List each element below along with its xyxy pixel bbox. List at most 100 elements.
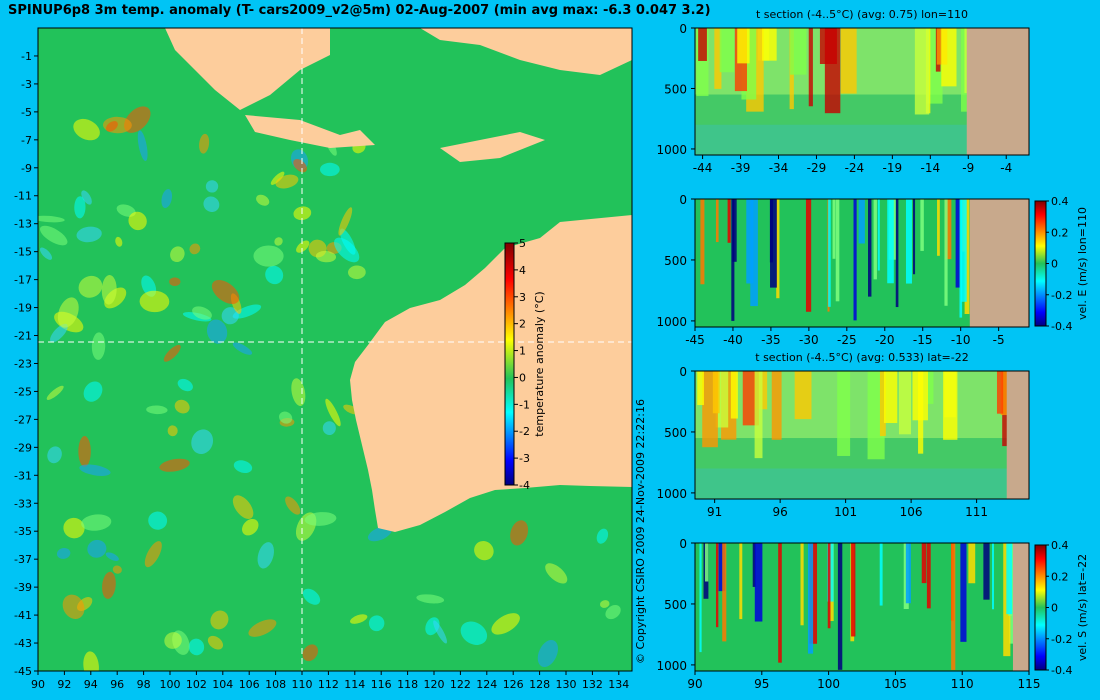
section-y-tick-label: 0 <box>679 193 687 207</box>
section-stripe <box>927 371 934 404</box>
section-stripe <box>762 28 777 61</box>
map-y-tick-label: -11 <box>14 190 32 203</box>
section-x-tick-label: -15 <box>913 333 933 347</box>
section-frame <box>694 370 1030 500</box>
anomaly-blob <box>302 644 319 662</box>
map-colorbar-label: temperature anomaly (°C) <box>533 291 546 436</box>
section-x-tick-label: -19 <box>883 161 903 175</box>
anomaly-blob <box>116 204 136 217</box>
section-x-tick-label: -34 <box>769 161 789 175</box>
map-y-tick-label: -1 <box>21 50 32 63</box>
section-x-tick-label: 106 <box>900 505 923 519</box>
section-y-tick-label: 0 <box>679 537 687 551</box>
anomaly-blob <box>285 496 301 515</box>
section-colorbar-tick-label: 0.2 <box>1051 570 1069 583</box>
map-x-tick-label: 112 <box>318 678 339 691</box>
anomaly-blob <box>189 243 201 255</box>
map-y-tick-label: -21 <box>14 330 32 343</box>
anomaly-blob <box>274 237 283 246</box>
section-stripe <box>887 199 894 284</box>
section-stripe <box>771 371 782 440</box>
anomaly-blob <box>233 460 253 473</box>
section-panel-u-lon: -45 -40 -35 -30 -25 -20 -15 -10 -5 0 500 1000 0.4 0.2… <box>656 193 1089 347</box>
section-stripe <box>835 199 840 302</box>
map-land <box>165 28 632 532</box>
anomaly-blob <box>199 133 210 154</box>
anomaly-blob <box>47 446 62 464</box>
section-stripe <box>808 28 813 107</box>
map-x-ticks: 90 92 94 96 98 100 102 104 106 108 110 112 114 116 118… <box>31 671 629 691</box>
anomaly-blob <box>139 290 170 313</box>
anomaly-blob <box>296 240 310 253</box>
anomaly-blob <box>474 541 494 561</box>
anomaly-blob <box>270 171 285 185</box>
section-stripe <box>770 199 777 288</box>
anomaly-blob <box>433 620 447 644</box>
anomaly-blob <box>177 378 193 392</box>
section-stripe <box>943 371 958 440</box>
section-x-tick-label: -30 <box>799 333 819 347</box>
map-y-tick-label: -35 <box>14 525 32 538</box>
anomaly-blob <box>367 526 392 542</box>
anomaly-blob <box>148 511 168 530</box>
map-colorbar-gradient <box>504 242 515 486</box>
section-field <box>695 199 1029 327</box>
anomaly-blob <box>206 319 228 344</box>
section-stripe <box>914 28 930 115</box>
section-stripe <box>732 199 737 262</box>
section-land <box>1012 543 1029 671</box>
anomaly-blob <box>105 552 119 561</box>
map-y-tick-label: -17 <box>14 274 32 287</box>
section-stripe <box>960 543 967 642</box>
section-stripe <box>805 199 812 312</box>
anomaly-blob <box>275 174 299 189</box>
section-stripe <box>918 371 924 454</box>
anomaly-blob <box>253 245 284 267</box>
map-y-ticks: -1 -3 -5 -7 -9 -11 -13 -15 -17 -19 -21 -23 -25 -27 -29… <box>14 50 38 678</box>
section-stripe <box>996 371 1004 414</box>
anomaly-blob <box>170 246 185 263</box>
map-colorbar-tick-label: -2 <box>519 425 530 438</box>
map-y-tick-label: -13 <box>14 218 32 231</box>
anomaly-blob <box>161 189 173 209</box>
section-x-tick-label: -40 <box>723 333 743 347</box>
section-x-tick-label: 111 <box>965 505 988 519</box>
map-colorbar-tick-label: -1 <box>519 398 530 411</box>
section-stripe <box>858 199 865 244</box>
section-stripe <box>955 199 960 288</box>
map-x-tick-label: 126 <box>503 678 524 691</box>
section-x-tick-label: -24 <box>845 161 865 175</box>
map-x-tick-label: 102 <box>186 678 207 691</box>
anomaly-blob <box>101 274 117 305</box>
section-stripe <box>794 371 812 420</box>
map-frame <box>37 27 633 672</box>
section-x-tick-label: -5 <box>993 333 1005 347</box>
anomaly-blob <box>81 190 92 205</box>
section-stripe <box>704 543 709 582</box>
section-stripe <box>1006 543 1013 615</box>
anomaly-blob <box>78 436 91 467</box>
section-stripe <box>959 199 963 318</box>
section-stripe <box>722 543 727 642</box>
anomaly-blob <box>545 563 568 584</box>
anomaly-blob <box>293 159 307 173</box>
map-x-tick-label: 130 <box>556 678 577 691</box>
section-frame <box>694 542 1030 672</box>
section-stripe <box>809 543 818 644</box>
section-stripe <box>827 543 831 629</box>
section-colorbar-tick-label: -0.4 <box>1051 664 1072 677</box>
anomaly-blob <box>596 528 609 544</box>
section-panel-t-lat: t section (-4..5°C) (avg: 0.533) lat=-22… <box>656 351 1030 519</box>
anomaly-blob <box>322 421 336 436</box>
section-y-tick-label: 1000 <box>656 315 687 329</box>
anomaly-blob <box>62 594 85 619</box>
section-y-tick-label: 500 <box>664 82 687 96</box>
map-y-tick-label: -27 <box>14 413 32 426</box>
section-stripe <box>895 199 899 308</box>
section-stripe <box>951 543 956 670</box>
anomaly-blob <box>164 632 182 649</box>
section-stripe <box>921 543 927 584</box>
map-x-tick-label: 134 <box>608 678 629 691</box>
anomaly-blob <box>232 495 254 520</box>
